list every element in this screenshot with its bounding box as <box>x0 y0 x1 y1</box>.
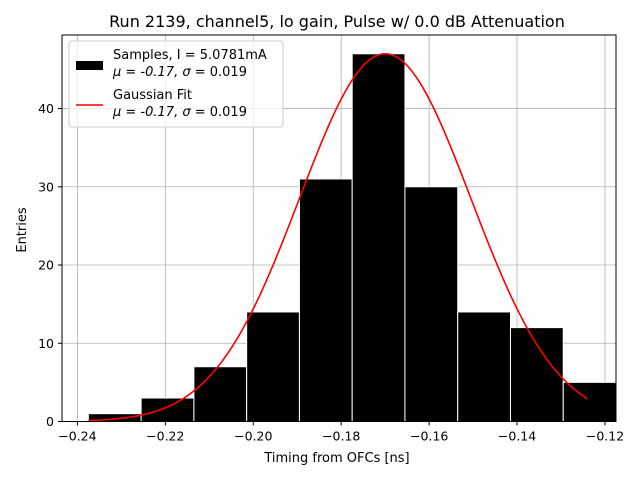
histogram-bars <box>87 53 617 423</box>
histogram-bar <box>404 186 459 422</box>
histogram-bar <box>457 311 511 422</box>
histogram-bar <box>509 327 564 423</box>
legend-fit-mu: μ = -0.17, <box>112 105 182 120</box>
legend-fit-label: Gaussian Fit <box>113 88 192 103</box>
y-tick-label: 20 <box>38 258 54 273</box>
y-tick-label: 40 <box>38 101 54 116</box>
histogram-bar <box>193 366 248 422</box>
legend-samples-sigma-value: = 0.019 <box>191 65 247 80</box>
legend-fit-stats: μ = -0.17, σ = 0.019 <box>112 105 247 120</box>
x-axis-ticks: −0.24 −0.22 −0.20 −0.18 −0.16 −0.14 −0.12 <box>58 421 624 444</box>
plot-frame <box>61 34 617 422</box>
legend-samples-label: Samples, I = 5.0781mA <box>113 48 267 63</box>
y-tick-label: 30 <box>38 179 54 194</box>
x-tick-label: −0.12 <box>586 429 624 444</box>
x-axis-label: Timing from OFCs [ns] <box>263 451 409 466</box>
legend: Samples, I = 5.0781mA μ = -0.17, σ = 0.0… <box>68 40 284 128</box>
x-tick-label: −0.16 <box>410 429 448 444</box>
legend-fit-sigma: σ <box>182 105 191 120</box>
legend-samples-swatch <box>76 61 103 70</box>
gaussian-fit-line <box>88 52 588 422</box>
histogram-bar <box>298 178 353 422</box>
x-tick-label: −0.20 <box>234 429 272 444</box>
legend-samples-mu: μ = -0.17, <box>112 65 182 80</box>
chart-title: Run 2139, channel5, lo gain, Pulse w/ 0.… <box>109 12 565 31</box>
legend-fit-sigma-value: = 0.019 <box>191 105 247 120</box>
legend-samples-stats: μ = -0.17, σ = 0.019 <box>112 65 247 80</box>
legend-box <box>68 40 284 128</box>
x-tick-label: −0.14 <box>498 429 536 444</box>
x-tick-label: −0.24 <box>58 429 96 444</box>
histogram-bar <box>351 53 406 423</box>
y-tick-label: 10 <box>38 336 54 351</box>
histogram-bar <box>140 397 195 423</box>
histogram-bar <box>562 381 617 422</box>
y-axis-ticks: 0 10 20 30 40 <box>38 101 62 429</box>
legend-samples-sigma: σ <box>182 65 191 80</box>
x-tick-label: −0.18 <box>322 429 360 444</box>
histogram-bar <box>246 311 300 422</box>
x-tick-label: −0.22 <box>146 429 184 444</box>
y-tick-label: 0 <box>46 414 54 429</box>
y-axis-label: Entries <box>15 207 30 253</box>
